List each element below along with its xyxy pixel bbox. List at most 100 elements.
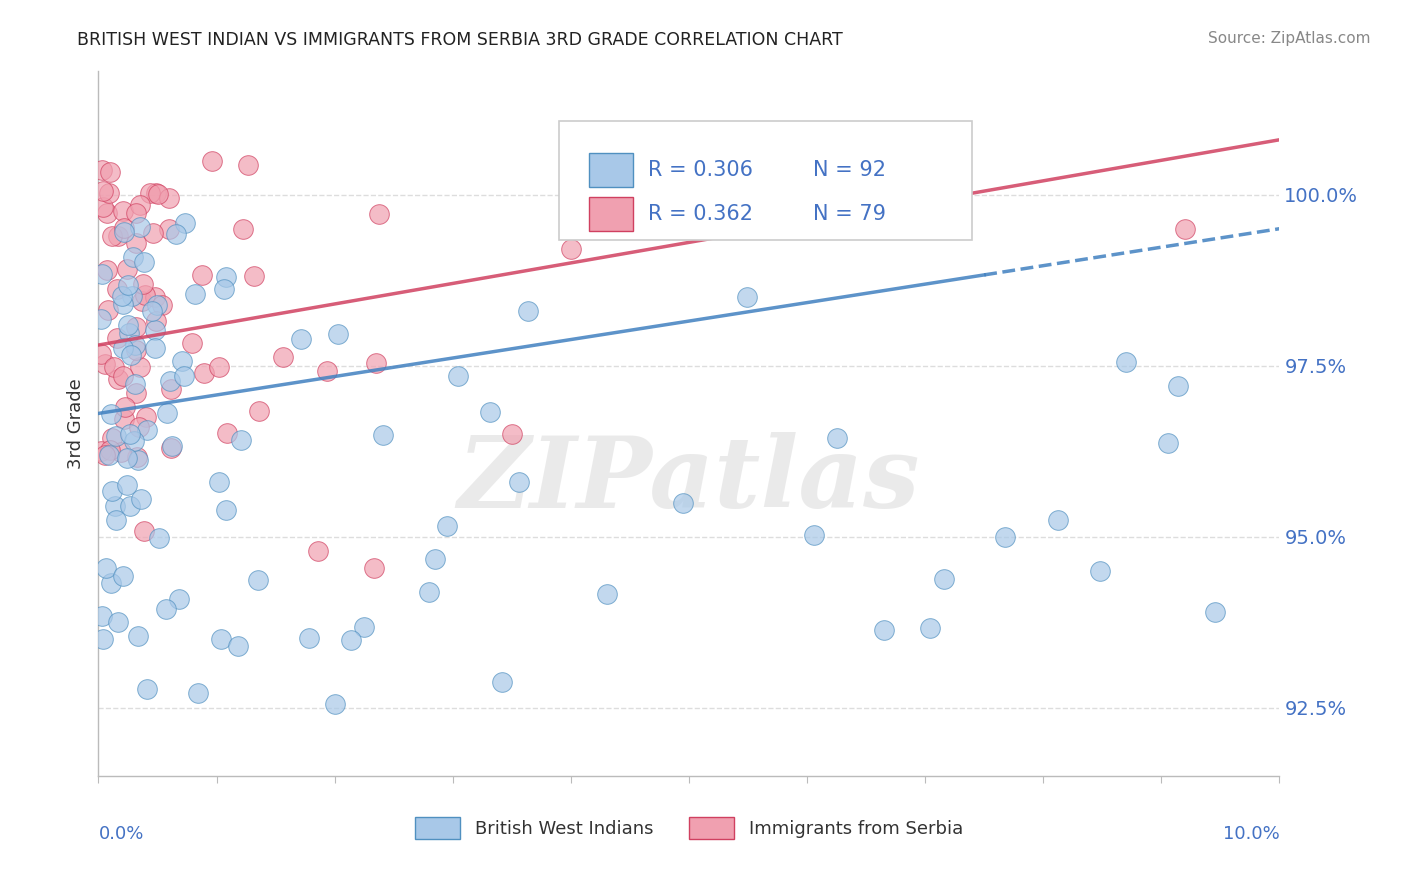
Point — [112, 412, 135, 426]
Text: R = 0.362: R = 0.362 — [648, 204, 752, 225]
Point — [136, 423, 159, 437]
Legend: British West Indians, Immigrants from Serbia: British West Indians, Immigrants from Se… — [406, 808, 972, 848]
Point — [125, 343, 148, 357]
Point — [134, 288, 156, 302]
Point — [596, 587, 619, 601]
Point — [128, 419, 150, 434]
Point — [214, 282, 236, 296]
Point — [90, 347, 112, 361]
Bar — [589, 197, 634, 231]
Point — [145, 186, 167, 200]
Point — [187, 686, 209, 700]
Point — [672, 496, 695, 510]
Point — [148, 531, 170, 545]
Point — [115, 262, 138, 277]
Point — [128, 220, 150, 235]
Point — [112, 221, 135, 235]
Point — [110, 289, 132, 303]
Point — [91, 609, 114, 624]
Point — [129, 492, 152, 507]
Point — [131, 294, 153, 309]
Point — [100, 575, 122, 590]
Point — [94, 358, 117, 372]
Point — [436, 519, 458, 533]
Point — [920, 621, 942, 635]
Point — [172, 353, 194, 368]
Point — [180, 336, 202, 351]
Point — [156, 406, 179, 420]
Point — [94, 448, 117, 462]
Point — [112, 203, 135, 218]
Point — [353, 619, 375, 633]
FancyBboxPatch shape — [560, 120, 973, 241]
Point — [201, 153, 224, 168]
Point — [209, 632, 232, 646]
Point — [124, 338, 146, 352]
Point — [371, 427, 394, 442]
Point — [98, 442, 121, 457]
Point — [1090, 564, 1112, 578]
Point — [129, 198, 152, 212]
Point — [122, 250, 145, 264]
Point — [145, 313, 167, 327]
Point — [98, 448, 121, 462]
Point — [98, 186, 121, 201]
Point — [1115, 355, 1137, 369]
Point — [107, 372, 129, 386]
Point — [491, 674, 513, 689]
Point — [117, 278, 139, 293]
Point — [315, 364, 337, 378]
Point — [96, 206, 118, 220]
Point — [1204, 606, 1226, 620]
Point — [91, 201, 114, 215]
Point — [193, 366, 215, 380]
Point — [101, 229, 124, 244]
Point — [146, 187, 169, 202]
Point — [157, 191, 180, 205]
Point — [447, 369, 470, 384]
Point — [363, 561, 385, 575]
Point — [368, 207, 391, 221]
Text: R = 0.306: R = 0.306 — [648, 160, 752, 180]
Point — [90, 443, 112, 458]
Point — [174, 216, 197, 230]
Point — [1167, 379, 1189, 393]
Point — [91, 267, 114, 281]
Point — [107, 229, 129, 244]
Point — [112, 225, 135, 239]
Point — [91, 632, 114, 646]
Point — [94, 561, 117, 575]
Point — [229, 433, 252, 447]
Point — [932, 572, 955, 586]
Bar — [589, 153, 634, 187]
Point — [208, 360, 231, 375]
Point — [501, 427, 523, 442]
Point — [226, 640, 249, 654]
Point — [160, 441, 183, 455]
Point — [125, 206, 148, 220]
Point — [135, 682, 157, 697]
Point — [120, 348, 142, 362]
Point — [340, 632, 363, 647]
Text: BRITISH WEST INDIAN VS IMMIGRANTS FROM SERBIA 3RD GRADE CORRELATION CHART: BRITISH WEST INDIAN VS IMMIGRANTS FROM S… — [77, 31, 844, 49]
Point — [517, 303, 540, 318]
Point — [96, 263, 118, 277]
Point — [307, 544, 329, 558]
Point — [135, 410, 157, 425]
Point — [157, 221, 180, 235]
Point — [111, 369, 134, 384]
Point — [160, 439, 183, 453]
Point — [423, 552, 446, 566]
Point — [105, 428, 128, 442]
Point — [160, 382, 183, 396]
Point — [125, 320, 148, 334]
Point — [104, 499, 127, 513]
Point — [132, 254, 155, 268]
Point — [111, 568, 134, 582]
Point — [155, 602, 177, 616]
Point — [129, 360, 152, 375]
Point — [101, 431, 124, 445]
Text: 10.0%: 10.0% — [1223, 825, 1279, 843]
Point — [215, 502, 238, 516]
Point — [124, 434, 146, 448]
